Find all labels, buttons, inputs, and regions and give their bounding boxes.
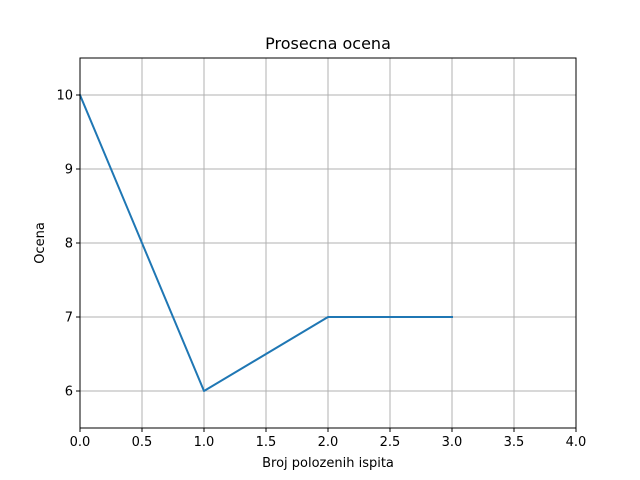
y-tick-label: 9 bbox=[65, 163, 73, 178]
y-tick-label: 7 bbox=[65, 311, 73, 326]
series-group bbox=[78, 93, 453, 392]
x-tick-label: 2.0 bbox=[318, 435, 339, 450]
x-tick-label: 0.0 bbox=[70, 435, 91, 450]
series-line bbox=[78, 93, 453, 392]
y-tick-label: 10 bbox=[56, 89, 73, 104]
x-tick-label: 3.5 bbox=[504, 435, 525, 450]
y-tick-label: 6 bbox=[65, 385, 73, 400]
x-tick-label: 3.0 bbox=[442, 435, 463, 450]
x-tick-label: 1.5 bbox=[256, 435, 277, 450]
chart-title: Prosecna ocena bbox=[265, 34, 391, 53]
x-tick-label: 1.0 bbox=[194, 435, 215, 450]
x-tick-label: 0.5 bbox=[132, 435, 153, 450]
x-tick-label: 2.5 bbox=[380, 435, 401, 450]
y-tick-label: 8 bbox=[65, 237, 73, 252]
y-axis-label: Ocena bbox=[33, 222, 48, 264]
grid bbox=[79, 58, 577, 428]
x-tick-label: 4.0 bbox=[566, 435, 587, 450]
x-axis-label: Broj polozenih ispita bbox=[262, 456, 394, 471]
x-axis-ticks: 0.0 0.5 1.0 1.5 2.0 2.5 3.0 3.5 4.0 bbox=[70, 428, 587, 450]
y-axis-ticks: 6 7 8 9 10 bbox=[56, 89, 80, 400]
